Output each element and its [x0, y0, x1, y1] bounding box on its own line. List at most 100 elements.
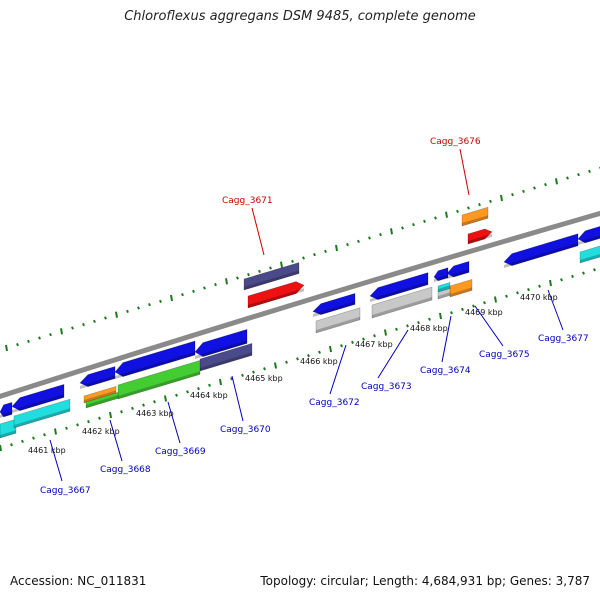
gray-feature: [437, 287, 451, 300]
tick-mark-upper: [445, 211, 448, 218]
cds-feature-shade: [12, 394, 64, 413]
tick-mark-upper: [93, 319, 96, 323]
gene-label-cagg-3670[interactable]: Cagg_3670: [220, 425, 271, 435]
tick-mark-upper: [302, 256, 305, 260]
tick-mark-lower: [65, 426, 68, 430]
cds-feature: [312, 292, 356, 315]
genome-title: Chloroflexus aggregans DSM 9485, complet…: [124, 9, 476, 24]
tick-mark-lower: [186, 390, 189, 394]
gene-label-cagg-3677[interactable]: Cagg_3677: [538, 334, 589, 344]
green-feature-shade: [86, 395, 118, 408]
highlight-feature-shade: [468, 233, 492, 244]
gene-label-cagg-3669[interactable]: Cagg_3669: [155, 447, 206, 457]
label-leader-line: [329, 344, 347, 395]
tick-mark-lower: [120, 410, 123, 414]
tick-mark-upper: [412, 223, 415, 227]
gene-label-cagg-3676[interactable]: Cagg_3676: [430, 137, 481, 147]
green-feature: [85, 391, 119, 409]
gray-feature: [315, 307, 361, 334]
tick-mark-lower: [208, 383, 211, 387]
tick-mark-upper: [16, 343, 19, 347]
tick-mark-lower: [318, 350, 321, 354]
tick-mark-lower: [329, 345, 332, 353]
tick-mark-lower: [571, 274, 574, 279]
kbp-label: 4469 kbp: [465, 308, 503, 317]
hypothetical-feature-shade: [244, 270, 299, 290]
cds-feature-shade: [0, 411, 12, 418]
cds-feature: [446, 260, 470, 278]
rna-feature-shade: [580, 254, 600, 263]
orange-feature-shade: [84, 390, 116, 403]
orange-feature-shade: [450, 287, 472, 297]
tick-mark-upper: [423, 219, 426, 223]
tick-mark-upper: [49, 333, 52, 337]
tick-mark-lower: [582, 271, 585, 275]
highlight-feature-shade: [248, 288, 304, 308]
tick-mark-lower: [340, 344, 343, 348]
cds-feature-shade: [80, 375, 115, 389]
tick-mark-upper: [368, 236, 371, 240]
cds-feature: [369, 272, 429, 300]
label-leader-line: [547, 289, 564, 331]
gene-label-cagg-3671[interactable]: Cagg_3671: [222, 196, 273, 206]
tick-mark-lower: [307, 353, 310, 358]
gene-label-cagg-3674[interactable]: Cagg_3674: [420, 366, 471, 376]
kbp-label: 4468 kbp: [410, 324, 448, 333]
tick-mark-upper: [60, 328, 63, 335]
tick-mark-lower: [10, 443, 13, 447]
label-leader-line: [231, 375, 244, 422]
tick-mark-upper: [170, 294, 173, 302]
tick-mark-upper: [401, 226, 404, 230]
cds-feature-shade: [434, 274, 448, 282]
tick-mark-upper: [357, 239, 360, 243]
tick-mark-lower: [76, 423, 79, 427]
tick-mark-lower: [494, 296, 497, 303]
tick-mark-upper: [577, 173, 580, 177]
gene-label-cagg-3667[interactable]: Cagg_3667: [40, 486, 91, 496]
rna-feature-shade: [14, 408, 70, 428]
hypothetical-feature-shade: [200, 352, 252, 371]
tick-mark-upper: [467, 206, 470, 210]
tick-mark-upper: [390, 228, 393, 235]
tick-mark-lower: [593, 268, 596, 272]
tick-mark-upper: [335, 244, 338, 252]
gray-feature-shade: [438, 292, 450, 299]
gene-label-cagg-3675[interactable]: Cagg_3675: [479, 350, 530, 360]
green-feature-shade: [118, 371, 200, 399]
tick-mark-lower: [472, 304, 475, 308]
rna-feature: [579, 245, 600, 264]
tick-mark-lower: [527, 287, 530, 292]
tick-mark-lower: [560, 278, 563, 282]
tick-mark-upper: [38, 336, 41, 340]
kbp-label: 4464 kbp: [190, 391, 228, 400]
rna-feature: [437, 281, 451, 293]
gene-label-cagg-3672[interactable]: Cagg_3672: [309, 398, 360, 408]
tick-mark-upper: [126, 309, 129, 313]
tick-mark-upper: [236, 276, 239, 280]
tick-mark-upper: [544, 183, 547, 187]
backbone-line: [0, 210, 600, 400]
tick-mark-upper: [258, 269, 261, 273]
cds-feature: [577, 226, 600, 244]
tick-mark-lower: [197, 386, 200, 391]
kbp-label: 4470 kbp: [520, 293, 558, 302]
gene-label-cagg-3673[interactable]: Cagg_3673: [361, 382, 412, 392]
label-leader-line: [109, 419, 123, 462]
tick-mark-upper: [489, 199, 492, 203]
cds-feature: [114, 340, 196, 377]
cds-feature-shade: [578, 235, 600, 245]
cds-feature: [433, 267, 449, 282]
gene-label-cagg-3668[interactable]: Cagg_3668: [100, 465, 151, 475]
label-leader-line: [49, 439, 63, 482]
tick-mark-lower: [384, 329, 387, 336]
tick-mark-lower: [252, 370, 255, 374]
tick-mark-lower: [538, 284, 541, 288]
tick-mark-upper: [27, 339, 30, 343]
tick-mark-upper: [269, 266, 272, 270]
tick-mark-lower: [263, 367, 266, 371]
tick-mark-upper: [280, 261, 283, 268]
tick-mark-lower: [0, 444, 2, 452]
tick-mark-lower: [131, 406, 134, 411]
tick-marks: [0, 166, 600, 452]
